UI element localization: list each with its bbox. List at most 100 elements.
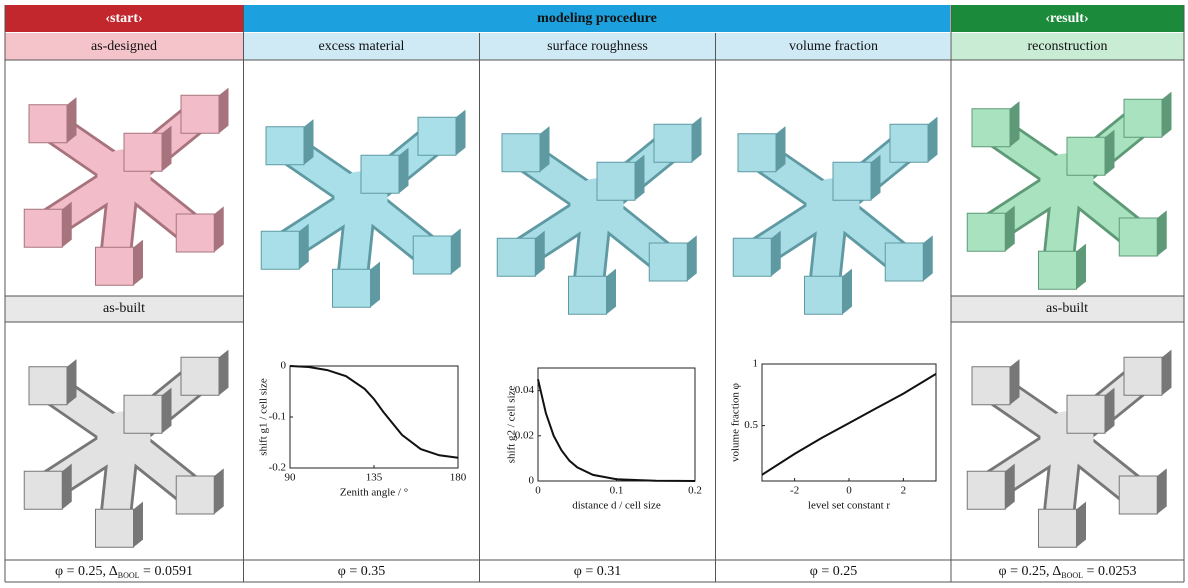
strut-cap-side: [843, 269, 853, 315]
strut-cap: [885, 243, 923, 281]
strut-cap: [649, 243, 687, 281]
strut-cap-side: [692, 117, 702, 163]
curve: [538, 379, 695, 481]
strut-cap-side: [214, 468, 224, 514]
strut-cap: [967, 213, 1005, 251]
strut-cap: [1067, 137, 1105, 175]
strut-cap: [502, 134, 540, 172]
lattice-render: [261, 110, 465, 308]
strut-cap-side: [923, 235, 933, 281]
strut-cap: [1067, 395, 1105, 433]
y-tick-label: 1: [753, 358, 759, 370]
footer-label: φ = 0.31: [574, 564, 621, 579]
strut-cap-side: [456, 110, 466, 156]
strut-cap: [1039, 509, 1077, 547]
y-tick-label: 0: [281, 360, 287, 372]
strut-cap-side: [67, 97, 77, 143]
strut-cap: [176, 476, 214, 514]
lattice-render: [733, 117, 937, 315]
y-axis-label: volume fraction φ: [730, 383, 742, 462]
strut-cap-side: [1105, 388, 1115, 434]
strut-cap: [972, 109, 1010, 147]
strut-cap-side: [1005, 464, 1015, 510]
strut-cap-side: [1157, 468, 1167, 514]
footer-label: φ = 0.25, ΔBOOL = 0.0591: [55, 564, 193, 580]
strut-cap-side: [871, 155, 881, 201]
x-tick-label: 2: [901, 485, 907, 497]
y-axis-label: shift g1 / cell size: [258, 378, 270, 456]
column-label: volume fraction: [789, 39, 878, 54]
footer-label: φ = 0.25, ΔBOOL = 0.0253: [999, 564, 1137, 580]
strut-cap: [654, 124, 692, 162]
strut-cap-side: [771, 231, 781, 277]
strut-cap: [497, 238, 535, 276]
column-label: surface roughness: [547, 39, 648, 54]
footer-part: = 0.0253: [1083, 564, 1136, 579]
x-tick-label: 0: [535, 485, 541, 497]
as-built-label: as-built: [1046, 301, 1088, 316]
footer-part: φ = 0.25, Δ: [999, 564, 1062, 579]
strut-cap: [176, 214, 214, 252]
strut-cap-side: [134, 240, 144, 286]
figure: ‹start› modeling procedure ‹result› as-b…: [0, 0, 1188, 583]
footer-part: BOOL: [1061, 571, 1083, 580]
procedure-label: modeling procedure: [537, 11, 657, 26]
strut-cap: [738, 134, 776, 172]
x-tick-label: 180: [450, 472, 467, 484]
footer-part: φ = 0.25, Δ: [55, 564, 118, 579]
strut-cap-side: [687, 235, 697, 281]
strut-cap-side: [540, 126, 550, 172]
strut-cap: [361, 155, 399, 193]
curve: [290, 366, 458, 458]
strut-cap: [181, 357, 219, 395]
strut-cap: [24, 209, 62, 247]
x-tick-label: -2: [790, 485, 799, 497]
curve: [762, 374, 936, 475]
strut-cap: [124, 133, 162, 171]
strut-cap-side: [1077, 502, 1087, 548]
plot-frame: [538, 368, 695, 481]
strut-cap: [24, 471, 62, 509]
x-tick-label: 0.1: [610, 485, 624, 497]
strut-cap-side: [535, 231, 545, 277]
y-tick-label: 0: [529, 475, 535, 487]
strut-cap-side: [635, 155, 645, 201]
strut-cap: [1039, 251, 1077, 289]
lattice-render: [967, 350, 1171, 548]
strut-cap: [890, 124, 928, 162]
strut-cap-side: [1010, 101, 1020, 147]
strut-cap: [569, 276, 607, 314]
strut-cap: [261, 231, 299, 269]
y-axis-label: shift g2 / cell size: [506, 386, 518, 464]
strut-cap-side: [1077, 244, 1087, 290]
strut-cap-side: [162, 388, 172, 434]
y-tick-label: 0.5: [744, 419, 758, 431]
x-tick-label: 0.2: [688, 485, 702, 497]
lattice-render: [24, 88, 228, 286]
strut-cap: [413, 236, 451, 274]
as-built-label: as-built: [103, 301, 145, 316]
strut-cap: [124, 395, 162, 433]
strut-cap: [29, 105, 67, 143]
strut-cap: [1124, 99, 1162, 137]
strut-cap-side: [399, 148, 409, 194]
lattice-render: [497, 117, 701, 315]
strut-cap-side: [62, 202, 72, 248]
strut-cap: [1124, 357, 1162, 395]
strut-cap-side: [371, 262, 381, 308]
result-label: ‹result›: [1045, 11, 1088, 26]
strut-cap-side: [134, 502, 144, 548]
x-tick-label: 90: [285, 472, 297, 484]
footer-part: BOOL: [118, 571, 140, 580]
strut-cap-side: [776, 126, 786, 172]
x-tick-label: 0: [846, 485, 852, 497]
strut-cap-side: [1157, 210, 1167, 256]
strut-cap: [967, 471, 1005, 509]
column-label: reconstruction: [1027, 39, 1107, 54]
strut-cap-side: [299, 224, 309, 270]
strut-cap: [805, 276, 843, 314]
lattice-render: [967, 92, 1171, 290]
footer-label: φ = 0.35: [338, 564, 385, 579]
x-tick-label: 135: [366, 472, 383, 484]
strut-cap-side: [219, 88, 229, 134]
